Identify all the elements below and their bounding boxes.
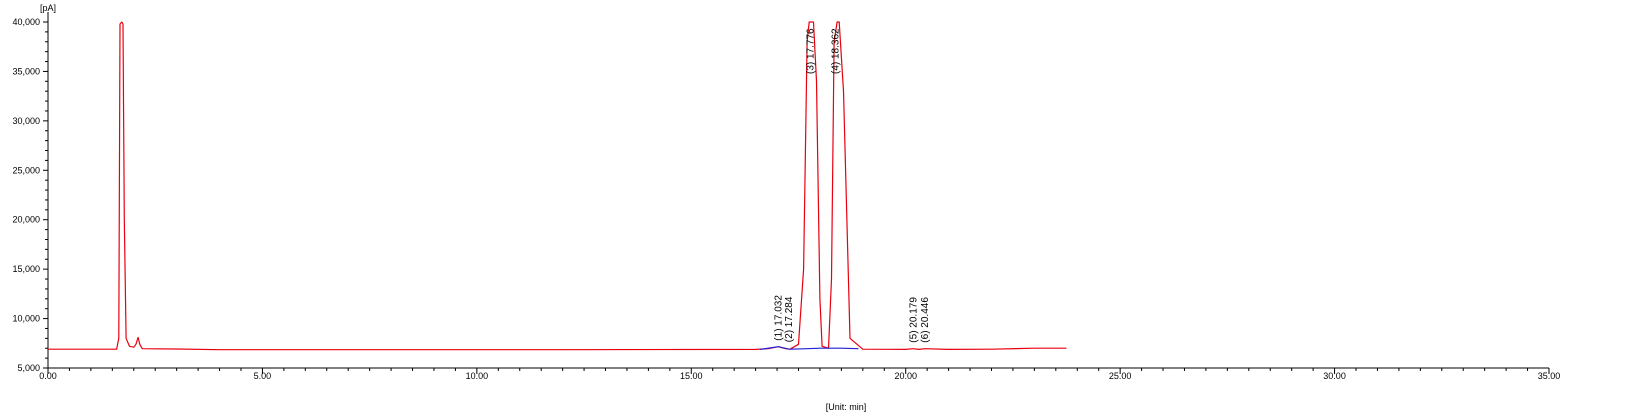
baseline-trace <box>759 346 859 350</box>
peak-label: (4) 18.362 <box>831 28 842 74</box>
series-lines <box>48 21 1067 351</box>
signal-trace <box>48 21 1067 351</box>
x-tick-label: 20.00 <box>894 371 917 381</box>
peak-label: (6) 20.446 <box>920 297 931 343</box>
y-tick-label: 35,000 <box>12 66 40 76</box>
y-axis-label: [pA] <box>40 3 56 13</box>
y-tick-label: 40,000 <box>12 17 40 27</box>
peak-labels: (1) 17.032 (2) 17.284 (3) 17.776 (4) 18.362… <box>773 28 930 343</box>
y-tick-label: 20,000 <box>12 215 40 225</box>
y-tick-label: 15,000 <box>12 264 40 274</box>
x-tick-label: 15.00 <box>680 371 703 381</box>
peak-label: (5) 20.179 <box>908 297 919 343</box>
x-tick-label: 0.00 <box>39 371 57 381</box>
peak-label: (2) 17.284 <box>784 296 795 342</box>
x-tick-label: 5.00 <box>254 371 272 381</box>
x-axis-label: [Unit: min] <box>826 402 867 412</box>
x-tick-label: 30.00 <box>1323 371 1346 381</box>
x-tick-label: 10.00 <box>466 371 489 381</box>
axes <box>47 12 1549 369</box>
peak-label: (1) 17.032 <box>773 295 784 341</box>
peak-label: (3) 17.776 <box>805 28 816 74</box>
ticks: 0.00 5.00 10.00 15.00 20.00 25.00 30.00 35.00 5,… <box>12 17 1560 381</box>
x-tick-label: 25.00 <box>1109 371 1132 381</box>
y-tick-label: 25,000 <box>12 165 40 175</box>
y-tick-label: 5,000 <box>17 363 40 373</box>
y-tick-label: 30,000 <box>12 116 40 126</box>
y-tick-label: 10,000 <box>12 314 40 324</box>
x-tick-label: 35.00 <box>1538 371 1561 381</box>
